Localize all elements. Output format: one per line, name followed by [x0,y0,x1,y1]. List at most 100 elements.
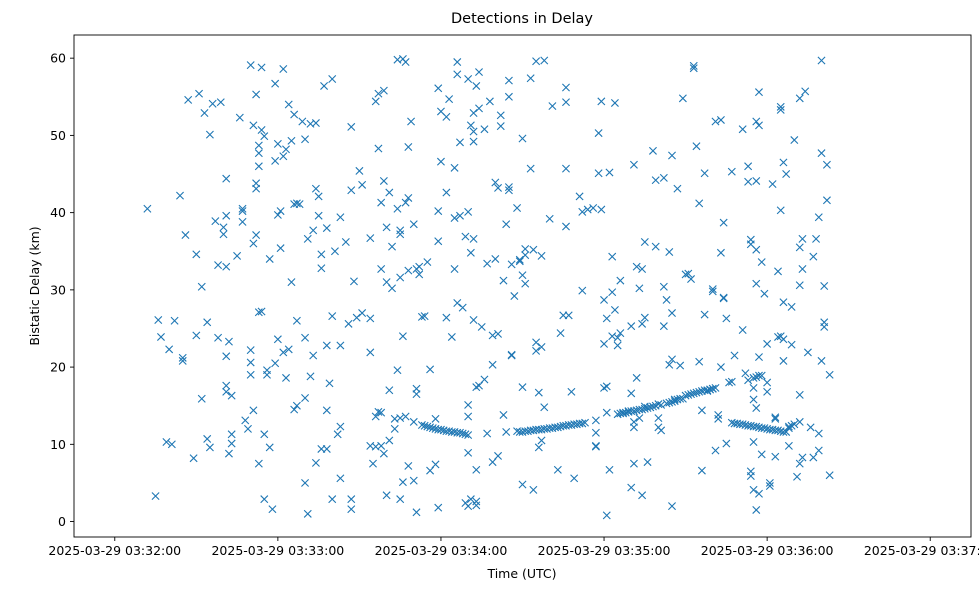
data-point [393,366,402,375]
data-point [521,279,530,288]
data-point [654,414,663,423]
data-point [583,205,592,214]
data-point [453,299,462,307]
data-point [708,384,717,393]
data-point [252,184,261,193]
data-point [540,56,549,65]
data-point [254,308,263,317]
x-tick-label: 2025-03-29 03:35:00 [538,543,671,558]
data-point [284,100,293,109]
data-point [458,429,467,438]
data-point [814,213,823,222]
data-point [434,207,443,216]
data-point [589,204,598,212]
data-point [257,126,266,134]
data-point [602,408,611,417]
data-point [700,310,709,319]
data-point [504,76,513,85]
data-point [754,371,763,380]
data-point [369,459,377,468]
data-point [249,239,258,248]
data-point [371,97,380,106]
data-point [515,255,524,264]
data-point [192,331,201,340]
data-point [795,459,804,468]
data-point [749,438,758,446]
data-point [379,176,388,185]
data-point [692,142,701,151]
data-point [763,339,772,348]
data-point [638,265,647,273]
data-point [716,115,725,124]
data-point [434,84,443,93]
data-point [301,393,310,402]
data-point [779,298,788,307]
data-point [659,282,668,291]
data-point [273,210,282,219]
data-point [594,169,603,178]
data-point [632,262,641,271]
data-point [222,381,231,390]
data-point [455,211,464,220]
data-point [708,287,717,296]
data-point [192,250,201,259]
data-point [507,260,516,269]
data-point [613,333,622,342]
data-point [774,426,782,435]
data-point [170,316,179,325]
data-point [494,451,503,460]
data-point [496,111,505,120]
data-point [284,345,293,354]
data-point [469,234,478,243]
data-point [608,332,617,341]
data-point [768,180,777,189]
data-point [184,95,193,104]
data-point [377,408,386,417]
data-point [347,186,356,195]
data-point [659,173,668,182]
data-point [714,410,723,419]
data-point [420,421,429,430]
data-point [382,491,391,500]
data-point [507,351,516,360]
data-point [483,259,492,268]
x-tick-label: 2025-03-29 03:37:00 [864,543,979,558]
data-point [597,97,606,106]
data-point [151,492,160,501]
data-point [665,360,674,369]
data-point [162,438,171,446]
data-point [396,230,405,239]
data-point [189,454,198,463]
data-point [246,61,255,70]
data-point [822,160,831,169]
data-point [303,509,312,518]
data-point [825,471,834,480]
data-point [328,75,337,84]
data-point [195,89,204,98]
data-point [665,398,674,407]
data-point [358,180,367,189]
data-point [464,502,473,511]
data-point [355,166,364,175]
data-point [458,303,467,312]
data-point [817,149,826,158]
data-point [749,383,758,392]
data-point [752,245,761,254]
data-point [243,424,252,433]
data-point [651,242,660,251]
data-point [629,160,638,169]
data-point [219,230,228,239]
data-point [203,318,212,327]
data-point [311,458,320,467]
data-point [752,176,761,185]
data-point [257,63,266,72]
data-point [466,248,475,257]
data-point [292,401,301,410]
data-point [455,138,464,147]
data-point [336,213,345,222]
data-point [401,198,410,207]
data-point [374,144,383,153]
data-point [385,436,394,445]
data-point [295,200,304,209]
data-point [279,64,288,73]
